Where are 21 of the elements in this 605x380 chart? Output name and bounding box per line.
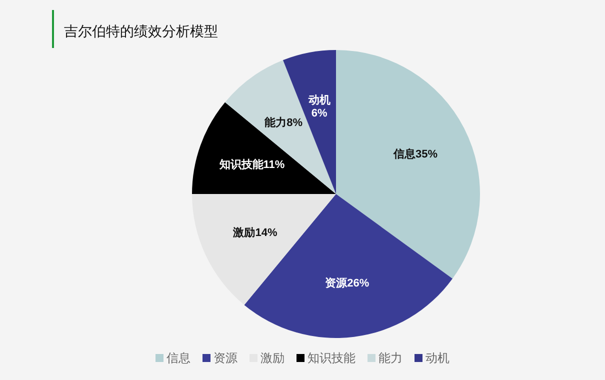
slice-label: 激励 bbox=[232, 226, 256, 240]
slice-label: 信息 bbox=[392, 147, 417, 160]
data-label: 26% bbox=[347, 278, 370, 290]
pie-slice bbox=[336, 50, 480, 279]
legend-label: 能力 bbox=[378, 351, 402, 365]
legend-label: 知识技能 bbox=[308, 351, 356, 365]
data-label: 6% bbox=[311, 107, 328, 120]
legend-label: 动机 bbox=[426, 351, 450, 365]
data-label: 35% bbox=[416, 148, 438, 160]
slice-label: 知识技能 bbox=[218, 158, 264, 171]
data-label: 11% bbox=[263, 158, 285, 171]
slice-label: 能力 bbox=[264, 116, 287, 129]
legend-label: 信息 bbox=[166, 351, 190, 365]
data-label: 14% bbox=[255, 227, 278, 240]
data-label: 8% bbox=[286, 116, 303, 129]
chart-title: 吉尔伯特的绩效分析模型 bbox=[64, 24, 218, 40]
slice-label: 资源 bbox=[325, 276, 348, 290]
legend-label: 激励 bbox=[260, 351, 284, 365]
pie-slice bbox=[192, 194, 336, 305]
legend-label: 资源 bbox=[214, 351, 238, 365]
slice-label: 动机 bbox=[307, 93, 330, 106]
